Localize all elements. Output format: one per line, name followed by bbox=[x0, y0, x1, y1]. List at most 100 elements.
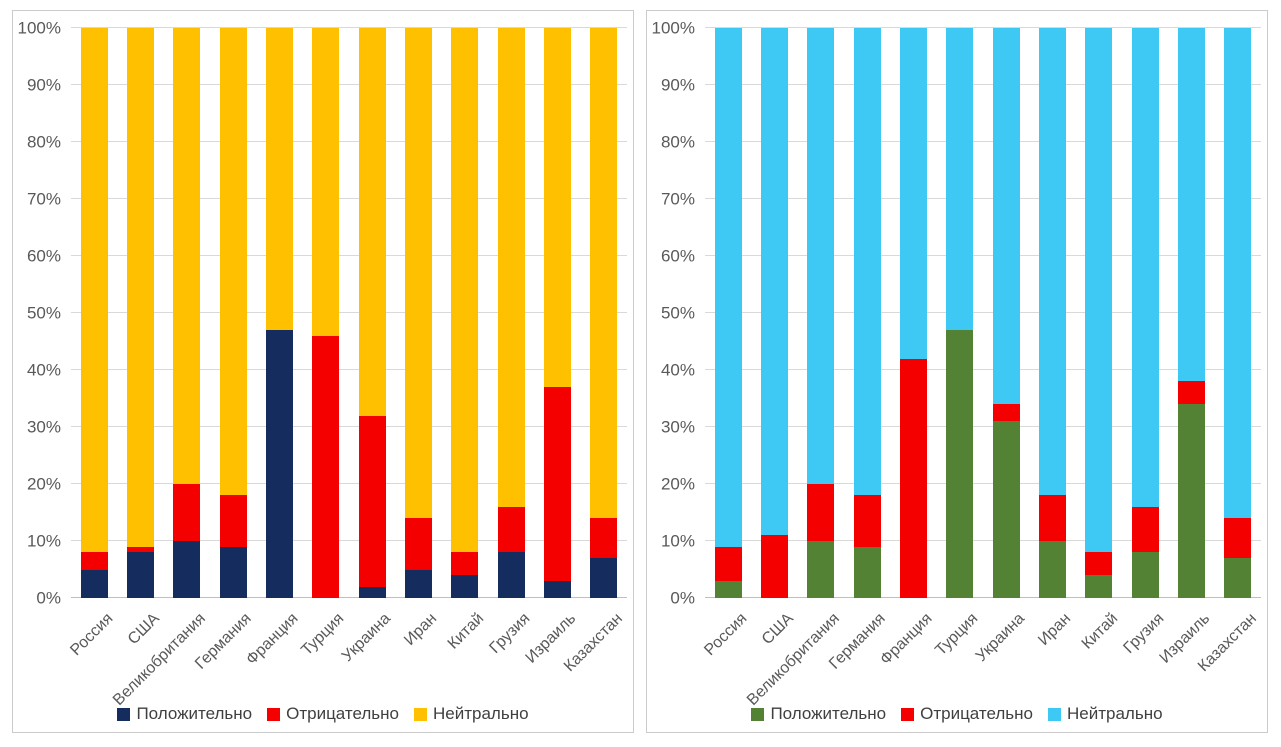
gridline bbox=[705, 84, 1261, 85]
y-tick-label: 90% bbox=[660, 75, 695, 95]
bar-segment bbox=[760, 535, 788, 598]
bar-segment bbox=[543, 580, 571, 598]
legend-swatch bbox=[117, 707, 131, 721]
stacked-bar bbox=[126, 28, 154, 598]
category-label: Украина bbox=[973, 610, 1029, 666]
gridline bbox=[71, 255, 627, 256]
stacked-bar bbox=[1177, 28, 1205, 598]
y-tick-label: 70% bbox=[660, 189, 695, 209]
bar-segment bbox=[992, 28, 1020, 405]
y-tick-label: 60% bbox=[660, 246, 695, 266]
y-tick-label: 40% bbox=[660, 360, 695, 380]
stacked-bar bbox=[807, 28, 835, 598]
bar-segment bbox=[451, 575, 479, 598]
bar-segment bbox=[80, 569, 108, 598]
bar-segment bbox=[126, 28, 154, 547]
gridline bbox=[705, 255, 1261, 256]
gridline bbox=[705, 141, 1261, 142]
stacked-bar bbox=[853, 28, 881, 598]
bar-segment bbox=[312, 28, 340, 336]
legend-label: Отрицательно bbox=[920, 704, 1033, 723]
bar-segment bbox=[1085, 552, 1113, 576]
gridlines bbox=[705, 27, 1261, 598]
bar-segment bbox=[358, 28, 386, 416]
bar-segment bbox=[807, 541, 835, 598]
stacked-bar bbox=[80, 28, 108, 598]
legend-swatch bbox=[901, 707, 915, 721]
legend-label: Нейтрально bbox=[1067, 704, 1163, 723]
y-tick-label: 10% bbox=[26, 531, 61, 551]
gridlines bbox=[71, 27, 627, 598]
bar-segment bbox=[1085, 28, 1113, 553]
bar-segment bbox=[590, 518, 618, 559]
y-tick-label: 60% bbox=[26, 246, 61, 266]
bar-segment bbox=[1131, 506, 1159, 553]
y-tick-label: 10% bbox=[660, 531, 695, 551]
bar-segment bbox=[219, 495, 247, 547]
gridline bbox=[71, 141, 627, 142]
legend-label: Отрицательно bbox=[286, 704, 399, 723]
bar-segment bbox=[497, 552, 525, 598]
bar-segment bbox=[1177, 28, 1205, 382]
bar-segment bbox=[1131, 28, 1159, 507]
stacked-bar bbox=[992, 28, 1020, 598]
plot-area bbox=[705, 27, 1261, 598]
stacked-bar bbox=[312, 28, 340, 598]
stacked-bar bbox=[404, 28, 432, 598]
gridline bbox=[71, 312, 627, 313]
bar-segment bbox=[358, 586, 386, 598]
category-label: Китай bbox=[1078, 610, 1121, 653]
bar-segment bbox=[358, 415, 386, 587]
bar-segment bbox=[173, 28, 201, 484]
y-tick-label: 20% bbox=[660, 474, 695, 494]
y-tick-label: 0% bbox=[36, 588, 61, 608]
bar-segment bbox=[1224, 558, 1252, 598]
bar-segment bbox=[219, 28, 247, 496]
legend-label: Положительно bbox=[770, 704, 887, 723]
bar-segment bbox=[590, 558, 618, 598]
bar-segment bbox=[80, 28, 108, 553]
bar-segment bbox=[1131, 552, 1159, 598]
y-tick-label: 80% bbox=[660, 132, 695, 152]
bar-segment bbox=[853, 495, 881, 547]
stacked-bar bbox=[1038, 28, 1066, 598]
y-tick-label: 20% bbox=[26, 474, 61, 494]
bar-segment bbox=[714, 546, 742, 581]
category-label: США bbox=[758, 610, 797, 649]
bar-segment bbox=[312, 335, 340, 598]
category-axis-labels: Россия США Великобритания Германия Франция Ту… bbox=[701, 604, 1261, 709]
bar-segment bbox=[404, 28, 432, 519]
y-tick-label: 100% bbox=[651, 18, 695, 38]
stacked-bar bbox=[590, 28, 618, 598]
gridline bbox=[71, 483, 627, 484]
gridline bbox=[705, 369, 1261, 370]
category-label: Иран bbox=[1035, 610, 1075, 649]
bar-segment bbox=[1038, 28, 1066, 496]
gridline bbox=[705, 540, 1261, 541]
legend: Положительно Отрицательно Нейтрально bbox=[13, 704, 633, 724]
category-axis-labels: Россия США Великобритания Германия Франция Ту… bbox=[67, 604, 627, 709]
legend-item: Отрицательно bbox=[901, 704, 1033, 724]
legend-swatch bbox=[267, 707, 281, 721]
stacked-bar bbox=[760, 28, 788, 598]
category-label: Иран bbox=[401, 610, 441, 649]
bar-segment bbox=[853, 546, 881, 598]
bar-segment bbox=[80, 552, 108, 570]
gridline bbox=[71, 84, 627, 85]
bar-segment bbox=[497, 28, 525, 507]
bar-segment bbox=[1224, 28, 1252, 519]
stacked-bar bbox=[543, 28, 571, 598]
bar-segment bbox=[219, 546, 247, 598]
bar-segment bbox=[899, 358, 927, 598]
category-label: Украина bbox=[339, 610, 395, 666]
bar-segment bbox=[807, 28, 835, 484]
chart-panel-left: 0% 10% 20% 30% 40% 50% 60% 70% 80% 90% 100% Россия… bbox=[12, 10, 634, 733]
stacked-bar bbox=[173, 28, 201, 598]
y-tick-label: 70% bbox=[26, 189, 61, 209]
bar-segment bbox=[1177, 404, 1205, 598]
legend-label: Положительно bbox=[136, 704, 253, 723]
category-label: Китай bbox=[444, 610, 487, 653]
y-tick-label: 30% bbox=[26, 417, 61, 437]
bar-segment bbox=[760, 28, 788, 536]
